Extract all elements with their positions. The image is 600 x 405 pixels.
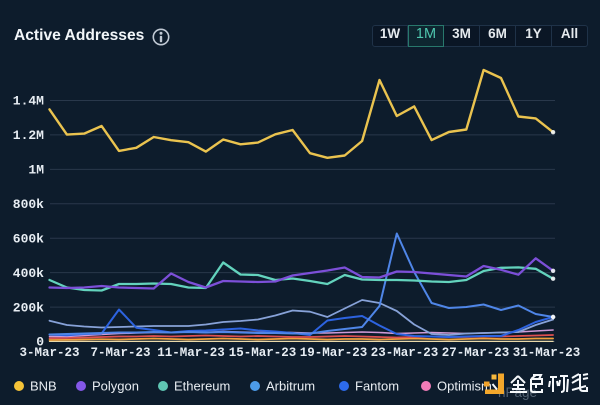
- svg-text:0: 0: [36, 335, 44, 350]
- svg-text:1.4M: 1.4M: [13, 94, 44, 109]
- svg-text:1M: 1M: [28, 163, 44, 178]
- svg-text:BNB: BNB: [30, 379, 57, 394]
- svg-text:400k: 400k: [13, 266, 44, 281]
- svg-text:15-Mar-23: 15-Mar-23: [229, 346, 297, 360]
- svg-text:1.2M: 1.2M: [13, 128, 44, 143]
- svg-text:Fantom: Fantom: [355, 379, 399, 394]
- svg-text:Ethereum: Ethereum: [174, 379, 230, 394]
- svg-text:Polygon: Polygon: [92, 379, 139, 394]
- svg-text:600k: 600k: [13, 231, 44, 246]
- svg-text:23-Mar-23: 23-Mar-23: [371, 346, 439, 360]
- svg-text:7-Mar-23: 7-Mar-23: [90, 346, 150, 360]
- svg-text:3-Mar-23: 3-Mar-23: [19, 346, 79, 360]
- svg-text:19-Mar-23: 19-Mar-23: [300, 346, 368, 360]
- svg-text:31-Mar-23: 31-Mar-23: [513, 346, 581, 360]
- svg-text:Optimism: Optimism: [437, 379, 492, 394]
- svg-text:200k: 200k: [13, 300, 44, 315]
- svg-text:Arbitrum: Arbitrum: [266, 379, 315, 394]
- svg-text:27-Mar-23: 27-Mar-23: [442, 346, 510, 360]
- svg-text:800k: 800k: [13, 197, 44, 212]
- svg-text:11-Mar-23: 11-Mar-23: [157, 346, 225, 360]
